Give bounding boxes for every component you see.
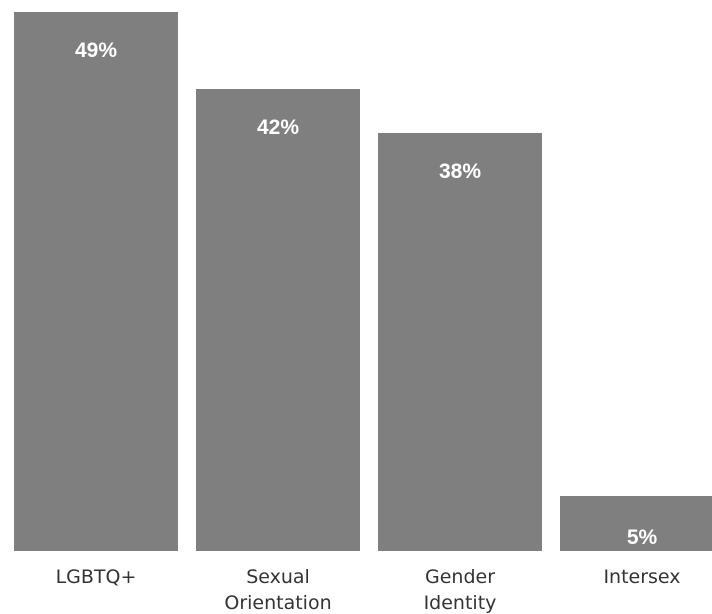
category-label-0: LGBTQ+	[56, 566, 137, 588]
bar-value-label-3: 5%	[627, 526, 658, 549]
category-label-3: Intersex	[603, 566, 680, 588]
category-labels-group: LGBTQ+ Sexual Orientation Gender Identity Int…	[56, 566, 681, 614]
bar-2	[378, 133, 542, 551]
bar-3	[560, 496, 712, 551]
bars-group	[14, 12, 712, 551]
category-label-2: Gender Identity	[424, 566, 497, 614]
bar-value-label-1: 42%	[257, 116, 299, 139]
value-labels-group: 49% 42% 38% 5%	[75, 39, 658, 549]
bar-value-label-2: 38%	[439, 160, 481, 183]
category-label-1: Sexual Orientation	[224, 566, 331, 614]
bar-0	[14, 12, 178, 551]
bar-1	[196, 89, 360, 551]
bar-value-label-0: 49%	[75, 39, 117, 62]
